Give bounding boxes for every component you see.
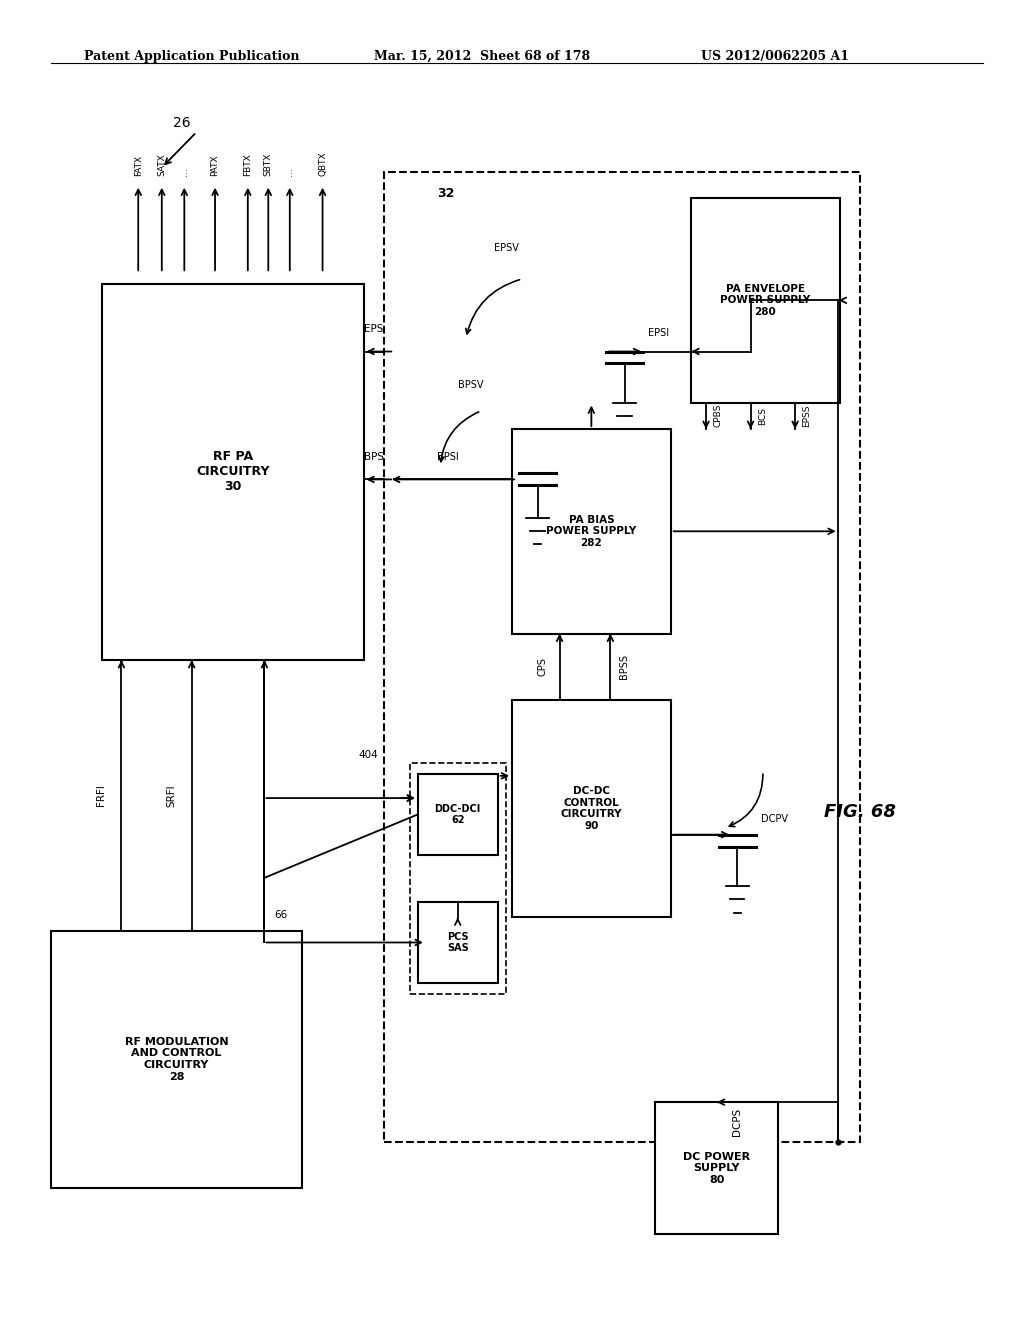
- Text: BPSS: BPSS: [618, 655, 629, 678]
- Text: PA ENVELOPE
POWER SUPPLY
280: PA ENVELOPE POWER SUPPLY 280: [720, 284, 811, 317]
- Bar: [384, 172, 860, 1142]
- Text: FIG. 68: FIG. 68: [824, 803, 896, 821]
- Text: EPS: EPS: [365, 325, 383, 334]
- Text: US 2012/0062205 A1: US 2012/0062205 A1: [701, 50, 850, 63]
- Text: DC POWER
SUPPLY
80: DC POWER SUPPLY 80: [683, 1151, 751, 1185]
- Text: 404: 404: [358, 750, 379, 760]
- Text: 32: 32: [437, 187, 454, 201]
- Text: DC-DC
CONTROL
CIRCUITRY
90: DC-DC CONTROL CIRCUITRY 90: [560, 787, 623, 830]
- Bar: [418, 902, 498, 983]
- Text: FATX: FATX: [134, 154, 142, 176]
- Text: SBTX: SBTX: [264, 152, 272, 176]
- Text: BPSV: BPSV: [459, 380, 483, 389]
- Bar: [691, 198, 840, 403]
- Text: FBTX: FBTX: [244, 153, 252, 176]
- Bar: [512, 700, 671, 917]
- Text: SRFI: SRFI: [166, 784, 176, 807]
- Text: ...: ...: [180, 166, 188, 176]
- Text: BCS: BCS: [758, 407, 767, 425]
- Text: CPBS: CPBS: [713, 404, 722, 428]
- Text: 26: 26: [173, 116, 191, 129]
- Text: DCPS: DCPS: [732, 1107, 742, 1137]
- Text: QBTX: QBTX: [318, 150, 327, 176]
- Text: BPS: BPS: [364, 453, 384, 462]
- Text: DCPV: DCPV: [761, 814, 787, 824]
- Text: Mar. 15, 2012  Sheet 68 of 178: Mar. 15, 2012 Sheet 68 of 178: [374, 50, 590, 63]
- Text: 66: 66: [274, 909, 288, 920]
- Text: SATX: SATX: [158, 153, 166, 176]
- Text: PCS
SAS: PCS SAS: [446, 932, 469, 953]
- Text: PA BIAS
POWER SUPPLY
282: PA BIAS POWER SUPPLY 282: [546, 515, 637, 548]
- Text: RF MODULATION
AND CONTROL
CIRCUITRY
28: RF MODULATION AND CONTROL CIRCUITRY 28: [125, 1038, 228, 1081]
- Bar: [102, 284, 364, 660]
- Text: FRFI: FRFI: [96, 784, 106, 807]
- Text: BPSI: BPSI: [437, 453, 459, 462]
- Text: Patent Application Publication: Patent Application Publication: [84, 50, 299, 63]
- Bar: [51, 931, 302, 1188]
- Text: EPSI: EPSI: [648, 329, 670, 338]
- Text: DDC-DCI
62: DDC-DCI 62: [434, 804, 481, 825]
- Text: EPSS: EPSS: [803, 404, 811, 428]
- Bar: [655, 1102, 778, 1234]
- Bar: [410, 763, 506, 994]
- Text: ...: ...: [286, 166, 294, 176]
- Text: RF PA
CIRCUITRY
30: RF PA CIRCUITRY 30: [197, 450, 269, 494]
- Bar: [418, 774, 498, 855]
- Text: PATX: PATX: [211, 154, 219, 176]
- Text: EPSV: EPSV: [495, 243, 519, 252]
- Bar: [512, 429, 671, 634]
- Text: CPS: CPS: [538, 657, 547, 676]
